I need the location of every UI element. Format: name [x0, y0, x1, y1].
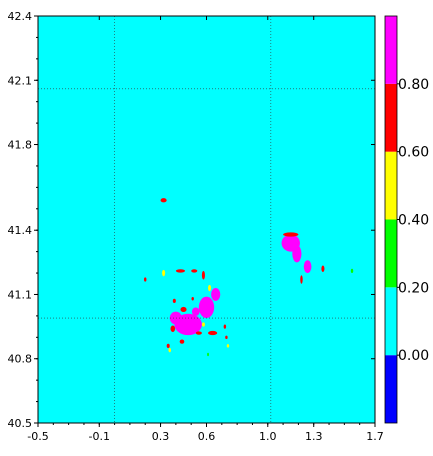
heatmap-patch: [292, 245, 302, 263]
heatmap-patch: [170, 325, 176, 332]
heatmap-patch: [191, 297, 194, 301]
heatmap-patch: [300, 275, 303, 284]
heatmap-patch: [208, 284, 212, 292]
x-tick-label: 1.0: [259, 430, 277, 443]
heatmap-patch: [208, 330, 218, 336]
y-tick-label: 42.4: [8, 10, 33, 23]
y-tick-label: 41.4: [8, 224, 33, 237]
heatmap-patch: [172, 298, 176, 304]
x-tick-label: 0.6: [198, 430, 216, 443]
x-tick-label: 1.7: [366, 430, 384, 443]
colorbar: 0.00 0.20 0.40 0.60 0.80: [384, 15, 429, 424]
colorbar-band: [385, 219, 397, 288]
colorbar-band: [385, 287, 397, 356]
colorbar-label: 0.80: [398, 77, 429, 93]
heatmap-patch: [207, 352, 209, 357]
heatmap-patch: [166, 343, 170, 349]
heatmap-patch: [321, 265, 325, 272]
heatmap-patch: [225, 335, 228, 340]
axes: -0.5 -0.1 0.3 0.6 1.0 1.3 1.7 40.5 40.8 41.1 41.4 4…: [8, 10, 384, 443]
heatmap-patch: [162, 269, 166, 277]
colorbar-label: 0.20: [398, 280, 429, 296]
colorbar-band: [385, 83, 397, 152]
heatmap-patch: [168, 348, 171, 353]
heatmap-patch: [191, 269, 198, 273]
colorbar-label: 0.00: [398, 348, 429, 364]
heatmap-patch: [169, 311, 182, 325]
heatmap-patch: [211, 288, 221, 301]
x-tick-label: 0.3: [152, 430, 170, 443]
heatmap-patch: [180, 306, 187, 313]
heatmap-patch: [303, 260, 312, 274]
colorbar-band: [385, 151, 397, 220]
heatmap-patch: [201, 322, 205, 327]
colorbar-label: 0.60: [398, 145, 429, 161]
y-tick-label: 40.8: [8, 353, 33, 366]
heatmap-patch: [201, 270, 205, 280]
colorbar-band: [385, 16, 397, 84]
heatmap-patch: [226, 344, 230, 348]
heatmap-patch: [191, 307, 200, 316]
heatmap-patch: [195, 331, 202, 335]
y-tick-label: 40.5: [8, 417, 33, 430]
heatmap-patch: [175, 269, 186, 273]
heatmap-patch: [179, 339, 185, 344]
heatmap-background: [38, 16, 375, 423]
heatmap-patch: [350, 268, 354, 274]
x-tick-label: -0.1: [89, 430, 110, 443]
heatmap-patch: [223, 324, 227, 329]
colorbar-label: 0.40: [398, 213, 429, 229]
x-tick-label: -0.5: [27, 430, 48, 443]
colorbar-band: [385, 355, 397, 423]
heatmap-patch: [160, 198, 167, 203]
y-tick-label: 41.1: [8, 288, 33, 301]
x-tick-label: 1.3: [305, 430, 323, 443]
y-tick-label: 42.1: [8, 74, 33, 87]
y-tick-label: 41.8: [8, 139, 33, 152]
heatmap-patch: [283, 232, 299, 237]
plot-area: [38, 16, 375, 423]
heatmap-patch: [198, 296, 215, 319]
heatmap-patch: [144, 277, 147, 282]
